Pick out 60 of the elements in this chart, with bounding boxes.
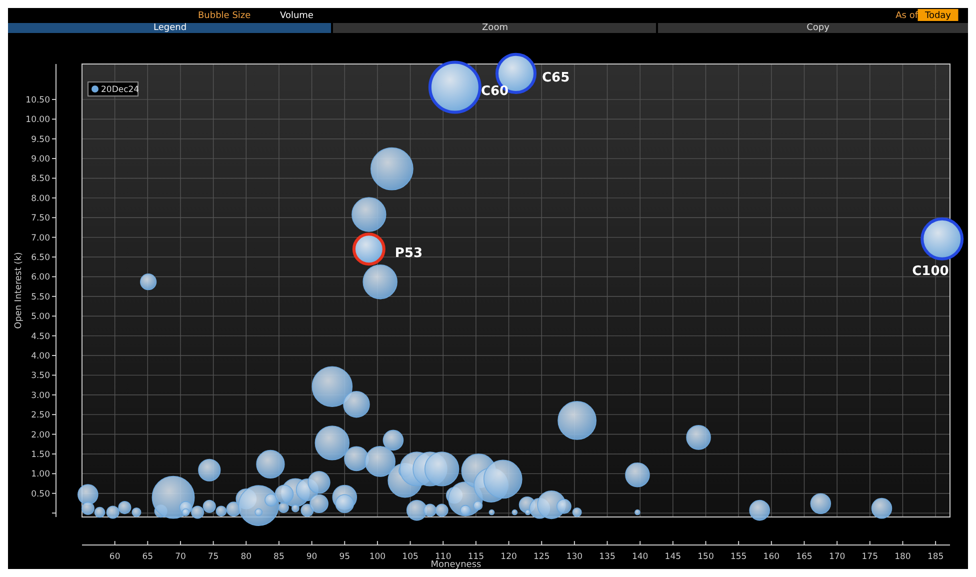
- text: Copy: [806, 23, 830, 33]
- y-tick-label: 2.00: [31, 430, 50, 440]
- y-tick-label: 3.50: [31, 371, 50, 382]
- x-axis-title: Moneyness: [430, 560, 482, 570]
- text: As of: [896, 11, 919, 21]
- x-tick-label: 150: [698, 552, 714, 562]
- y-tick-label: 7.50: [31, 214, 50, 224]
- x-tick-label: 65: [142, 552, 154, 562]
- x-tick-label: 125: [533, 552, 550, 562]
- x-tick-label: 110: [435, 552, 452, 562]
- text: Volume: [280, 11, 314, 21]
- y-tick-label: 10.50: [26, 95, 50, 106]
- y-tick-label: 4.00: [31, 351, 50, 362]
- x-tick-label: 80: [240, 552, 252, 562]
- x-tick-label: 140: [632, 552, 648, 562]
- x-tick-label: 135: [599, 552, 616, 562]
- x-tick-label: 130: [566, 552, 583, 562]
- annotation: C60: [480, 84, 509, 100]
- y-tick-label: 10.00: [26, 115, 50, 126]
- annotation: P53: [394, 246, 423, 262]
- x-tick-label: 75: [208, 552, 219, 562]
- x-tick-label: 90: [306, 552, 318, 562]
- x-tick-label: 175: [862, 552, 878, 562]
- y-tick-label: 5.00: [31, 312, 50, 322]
- x-tick-label: 160: [763, 552, 780, 562]
- x-tick-label: 180: [894, 552, 911, 562]
- text: Legend: [153, 23, 187, 33]
- y-tick-label: 3.00: [31, 390, 50, 401]
- y-tick-label: 6.00: [31, 272, 50, 283]
- y-tick-label: 8.00: [31, 194, 50, 204]
- annotation: C65: [542, 70, 570, 86]
- x-tick-label: 105: [402, 552, 418, 562]
- y-tick-label: 2.50: [31, 410, 50, 421]
- x-tick-label: 155: [730, 552, 747, 562]
- x-tick-label: 185: [927, 552, 944, 562]
- x-tick-label: 145: [664, 552, 682, 562]
- y-tick-label: 8.50: [31, 174, 50, 184]
- x-tick-label: 100: [369, 552, 386, 562]
- x-tick-label: 170: [828, 552, 846, 562]
- y-tick-label: 4.50: [31, 332, 50, 342]
- x-tick-label: 95: [339, 552, 350, 562]
- y-tick-label: 9.00: [31, 154, 50, 165]
- y-tick-label: 7.00: [31, 233, 50, 244]
- y-tick-label: 1.00: [31, 470, 50, 480]
- y-tick-label: 6.50: [31, 253, 50, 264]
- text: Today: [924, 11, 952, 21]
- x-tick-label: 60: [109, 552, 120, 562]
- x-tick-label: 85: [274, 552, 284, 562]
- y-tick-label: 9.50: [31, 134, 50, 145]
- text: Bubble Size: [198, 11, 252, 21]
- y-tick-label: 1.50: [31, 450, 50, 460]
- text: Zoom: [482, 23, 508, 33]
- y-tick-label: 5.50: [31, 292, 50, 302]
- x-tick-label: 165: [796, 552, 812, 562]
- annotation: C100: [912, 264, 949, 279]
- x-tick-label: 115: [468, 552, 484, 562]
- y-axis-title: Open Interest (k): [14, 252, 24, 329]
- x-tick-label: 70: [175, 552, 186, 562]
- y-tick-label: 0.50: [31, 489, 50, 500]
- x-tick-label: 120: [500, 552, 517, 562]
